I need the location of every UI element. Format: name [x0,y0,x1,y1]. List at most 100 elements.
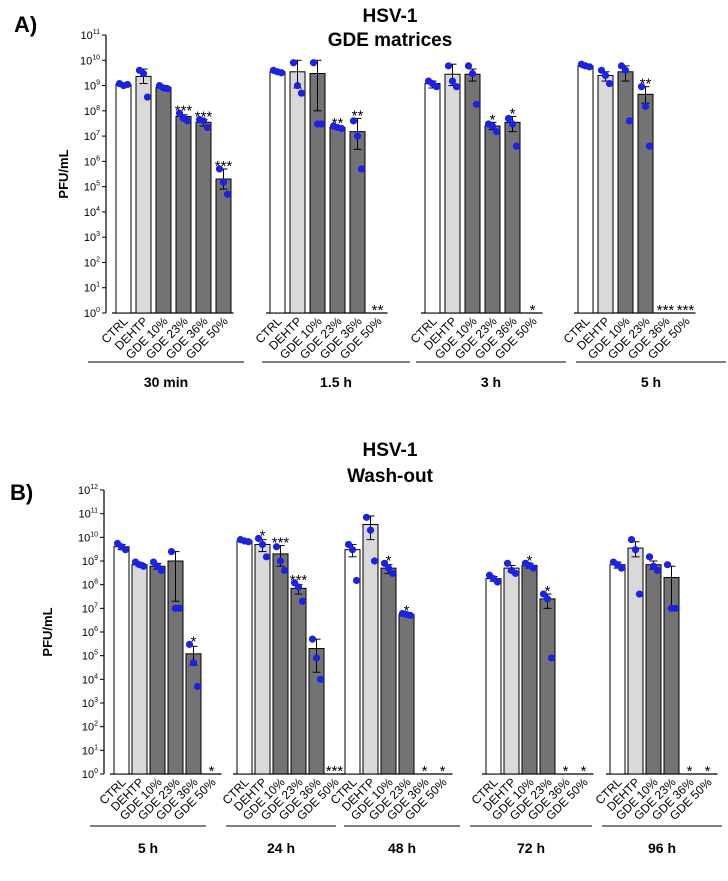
data-point [362,513,371,521]
significance-label: * [404,603,410,620]
bar [597,74,614,314]
bar [272,553,289,775]
bar [329,126,346,314]
y-tick-label: 1011 [78,508,98,521]
y-tick-label: 106 [84,155,100,168]
bar [577,65,594,314]
chart-title-line-1: HSV-1 [363,440,418,461]
data-point [175,604,184,612]
data-point [488,122,497,130]
significance-label: * [563,763,569,780]
data-point [163,85,172,93]
y-tick-label: 103 [84,231,100,244]
group-label: 48 h [388,840,416,856]
y-axis-label: PFU/mL [40,607,55,656]
significance-label: *** [657,302,675,319]
data-point [601,71,610,80]
chart-title-line-1: HSV-1 [363,6,418,27]
data-point [349,117,358,125]
data-point [352,576,361,585]
y-tick-label: 109 [82,555,98,568]
chart-panel-b: B) HSV-1 Wash-out PFU/mL 100 101 102 103 104 105 1… [10,440,722,856]
significance-label: * [530,302,536,319]
bar [539,598,556,775]
significance-label: *** [215,158,233,175]
group-label: 5 h [138,840,158,856]
data-point [627,536,636,544]
chart-title-line-2: GDE matrices [328,30,453,51]
significance-label: *** [195,109,213,126]
significance-label: * [581,763,587,780]
bar [627,547,644,775]
bar [269,71,286,314]
y-tick-label: 102 [82,721,98,734]
data-point [448,77,457,85]
data-point [637,83,646,91]
data-point [289,59,298,67]
y-tick-label: 106 [82,626,98,639]
bar [175,115,192,314]
significance-label: * [687,763,693,780]
data-point [468,69,477,78]
bar [637,93,654,314]
data-point [280,566,289,575]
significance-label: * [527,552,533,569]
bar [645,564,662,775]
data-point [357,165,366,173]
bar [115,83,132,314]
y-tick-label: 105 [82,650,98,663]
significance-label: * [422,763,428,780]
y-tick-label: 104 [82,673,98,686]
data-point [370,557,379,565]
data-point [167,547,176,556]
data-point [444,62,453,70]
data-point [671,604,680,612]
bar [215,178,232,314]
group-24-h: CTRL*DEHTP***GDE 10%***GDE 23%GDE 36%***… [220,527,345,856]
data-point [309,59,318,67]
data-point [663,561,672,569]
significance-label: * [260,527,266,544]
group-label: 5 h [641,374,661,390]
data-point [308,635,317,643]
bar [131,564,148,775]
significance-label: ** [372,302,384,319]
data-point [645,142,654,150]
data-point [219,178,228,186]
data-point [511,569,520,577]
significance-label: ** [640,76,652,93]
significance-label: ** [352,107,364,124]
data-point [452,83,461,91]
group-label: 30 min [144,374,188,390]
significance-label: * [191,633,197,650]
bar [424,83,441,314]
bar [289,71,306,314]
data-point [617,564,626,572]
significance-label: *** [326,763,344,780]
data-point [312,654,321,662]
bar [398,613,415,775]
y-tick-label: 104 [84,206,100,219]
y-tick-label: 105 [84,181,100,194]
significance-label: *** [272,535,290,552]
y-tick-label: 101 [84,282,100,295]
bar [521,564,538,775]
bar [349,131,366,314]
data-point [189,659,198,667]
y-tick-label: 108 [84,105,100,118]
data-point [344,540,353,549]
data-point [316,675,325,683]
data-point [503,559,512,567]
y-tick-label: 107 [82,602,98,615]
y-tick-label: 101 [82,744,98,757]
bar [254,543,271,775]
data-point [348,546,357,554]
significance-label: * [510,105,516,122]
bar [617,71,634,314]
